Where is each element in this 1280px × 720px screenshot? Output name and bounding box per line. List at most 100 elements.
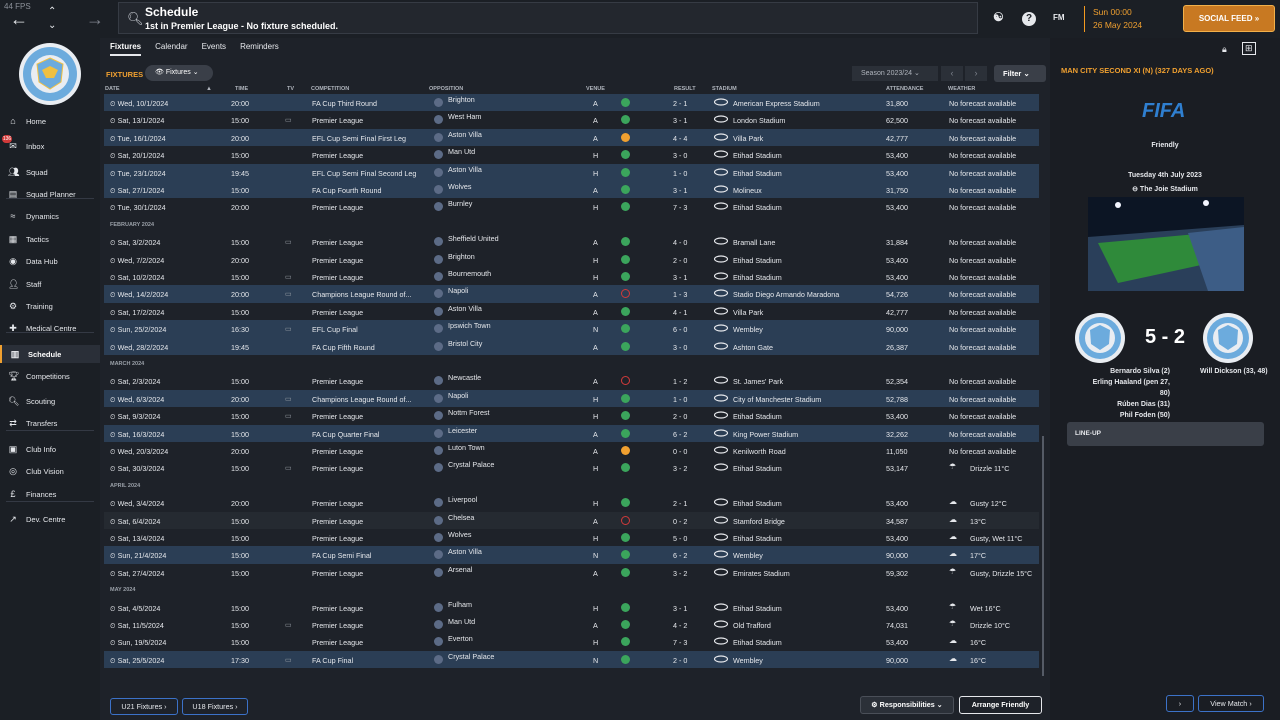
table-row[interactable]: ⏲ Wed, 3/4/2024 20:00 Premier League Liverp… bbox=[104, 494, 1039, 511]
sidebar-item-finances[interactable]: £ Finances bbox=[0, 485, 100, 503]
fixture-opposition[interactable]: Wolves bbox=[448, 530, 472, 539]
table-scrollbar[interactable] bbox=[1042, 436, 1044, 676]
fixture-opposition[interactable]: Crystal Palace bbox=[448, 651, 495, 661]
table-row[interactable]: ⏲ Sun, 21/4/2024 15:00 FA Cup Semi Final As… bbox=[104, 546, 1039, 564]
table-row[interactable]: ⏲ Sat, 16/3/2024 15:00 FA Cup Quarter Fina… bbox=[104, 424, 1039, 442]
fixture-opposition[interactable]: Leicester bbox=[448, 425, 478, 435]
manager-code[interactable]: FM bbox=[1053, 13, 1065, 22]
club-crest[interactable] bbox=[18, 42, 82, 106]
table-row[interactable]: ⏲ Sat, 17/2/2024 15:00 Premier League Aston… bbox=[104, 303, 1039, 320]
search-bar[interactable]: 🔍︎ Schedule 1st in Premier League - No f… bbox=[118, 2, 978, 34]
fixture-opposition[interactable]: Man Utd bbox=[448, 617, 476, 626]
table-row[interactable]: ⏲ Wed, 20/3/2024 20:00 Premier League Luton… bbox=[104, 442, 1039, 459]
sidebar-item-staff[interactable]: 👤︎ Staff bbox=[0, 275, 100, 293]
fixture-opposition[interactable]: Bristol City bbox=[448, 338, 483, 348]
sidebar-item-scouting[interactable]: 🔍︎ Scouting bbox=[0, 392, 100, 410]
col-date[interactable]: DATE bbox=[105, 86, 120, 92]
col-time[interactable]: TIME bbox=[235, 86, 249, 92]
table-row[interactable]: ⏲ Sat, 13/1/2024 15:00 ▭ Premier League West… bbox=[104, 111, 1039, 128]
col-result[interactable]: RESULT bbox=[674, 86, 696, 92]
sidebar-item-home[interactable]: ⌂ Home bbox=[0, 112, 100, 130]
next-match-button[interactable]: › bbox=[1166, 695, 1194, 712]
arrange-friendly-button[interactable]: Arrange Friendly bbox=[959, 696, 1042, 714]
table-row[interactable]: ⏲ Wed, 28/2/2024 19:45 FA Cup Fifth Round B… bbox=[104, 337, 1039, 355]
fixture-opposition[interactable]: Nottm Forest bbox=[448, 408, 490, 418]
sidebar-item-club-vision[interactable]: ◎ Club Vision bbox=[0, 462, 100, 480]
fixture-opposition[interactable]: Napoli bbox=[448, 390, 469, 400]
fixture-opposition[interactable]: Napoli bbox=[448, 286, 469, 296]
sidebar-item-medical-centre[interactable]: ✚ Medical Centre bbox=[0, 319, 100, 337]
col-opposition[interactable]: OPPOSITION bbox=[429, 86, 464, 92]
match-report-icon[interactable]: ⊞ bbox=[1242, 42, 1256, 55]
fixture-opposition[interactable]: Newcastle bbox=[448, 373, 482, 383]
fixture-opposition[interactable]: Arsenal bbox=[448, 564, 473, 574]
fixture-opposition[interactable]: Chelsea bbox=[448, 512, 475, 522]
lock-icon[interactable]: 🔒︎ bbox=[1222, 44, 1227, 54]
table-row[interactable]: ⏲ Sun, 25/2/2024 16:30 ▭ EFL Cup Final Ipswi… bbox=[104, 320, 1039, 338]
table-row[interactable]: ⏲ Sat, 6/4/2024 15:00 Premier League Chelse… bbox=[104, 511, 1039, 529]
tab-fixtures[interactable]: Fixtures bbox=[110, 42, 142, 56]
u21-fixtures-button[interactable]: U21 Fixtures › bbox=[110, 698, 178, 715]
fixture-opposition[interactable]: Sheffield United bbox=[448, 234, 499, 244]
table-row[interactable]: ⏲ Tue, 16/1/2024 20:00 EFL Cup Semi Final … bbox=[104, 128, 1039, 147]
sidebar-item-squad-planner[interactable]: ▤ Squad Planner bbox=[0, 185, 100, 203]
fixture-opposition[interactable]: Everton bbox=[448, 634, 473, 644]
fixture-opposition[interactable]: Brighton bbox=[448, 251, 475, 261]
away-team-crest[interactable] bbox=[1202, 312, 1254, 364]
fixture-opposition[interactable]: West Ham bbox=[448, 112, 482, 122]
tab-events[interactable]: Events bbox=[201, 42, 227, 51]
table-row[interactable]: ⏲ Sat, 20/1/2024 15:00 Premier League Man U… bbox=[104, 146, 1039, 163]
help-icon[interactable]: ? bbox=[1022, 12, 1036, 26]
table-row[interactable]: ⏲ Sat, 27/1/2024 15:00 FA Cup Fourth Round… bbox=[104, 181, 1039, 199]
col-venue[interactable]: VENUE bbox=[586, 86, 605, 92]
col-weather[interactable]: WEATHER bbox=[948, 86, 976, 92]
season-selector[interactable]: Season 2023/24 ⌄ bbox=[852, 66, 938, 81]
forward-arrow-icon[interactable]: → bbox=[86, 9, 104, 29]
next-season-button[interactable]: › bbox=[965, 66, 987, 81]
col-tv[interactable]: TV bbox=[287, 86, 295, 92]
sidebar-item-data-hub[interactable]: ◉ Data Hub bbox=[0, 252, 100, 270]
u18-fixtures-button[interactable]: U18 Fixtures › bbox=[182, 698, 248, 715]
fixture-opposition[interactable]: Luton Town bbox=[448, 443, 485, 452]
col-competition[interactable]: COMPETITION bbox=[311, 86, 350, 92]
fixture-opposition[interactable]: Aston Villa bbox=[448, 547, 482, 557]
table-row[interactable]: ⏲ Tue, 23/1/2024 19:45 EFL Cup Semi Final … bbox=[104, 163, 1039, 181]
table-row[interactable]: ⏲ Sat, 4/5/2024 15:00 Premier League Fulham… bbox=[104, 599, 1039, 616]
home-team-crest[interactable] bbox=[1074, 312, 1126, 364]
tab-calendar[interactable]: Calendar bbox=[155, 42, 188, 51]
lineup-button[interactable]: LINE-UP bbox=[1067, 422, 1264, 446]
sidebar-item-squad[interactable]: 👥︎ Squad bbox=[0, 163, 100, 181]
chevron-up-icon[interactable]: ⌃ bbox=[48, 6, 57, 17]
sidebar-item-dynamics[interactable]: ≈ Dynamics bbox=[0, 207, 100, 225]
table-row[interactable]: ⏲ Tue, 30/1/2024 20:00 Premier League Burnl… bbox=[104, 198, 1039, 215]
sidebar-item-competitions[interactable]: 🏆︎ Competitions bbox=[0, 367, 100, 385]
sidebar-item-dev-centre[interactable]: ↗ Dev. Centre bbox=[0, 510, 100, 528]
fixture-opposition[interactable]: Crystal Palace bbox=[448, 460, 495, 470]
view-match-button[interactable]: View Match › bbox=[1198, 695, 1264, 712]
tab-reminders[interactable]: Reminders bbox=[240, 42, 279, 51]
fixture-opposition[interactable]: Bournemouth bbox=[448, 269, 492, 278]
fixture-opposition[interactable]: Brighton bbox=[448, 95, 475, 104]
sidebar-item-training[interactable]: ⚙ Training bbox=[0, 297, 100, 315]
fixture-opposition[interactable]: Aston Villa bbox=[448, 129, 482, 139]
fixture-opposition[interactable]: Man Utd bbox=[448, 147, 476, 157]
sidebar-item-transfers[interactable]: ⇄ Transfers bbox=[0, 414, 100, 432]
table-row[interactable]: ⏲ Wed, 10/1/2024 20:00 FA Cup Third Round B… bbox=[104, 94, 1039, 112]
table-row[interactable]: ⏲ Sat, 9/3/2024 15:00 ▭ Premier League Nottm… bbox=[104, 407, 1039, 424]
prev-season-button[interactable]: ‹ bbox=[941, 66, 963, 81]
table-row[interactable]: ⏲ Sat, 11/5/2024 15:00 ▭ Premier League Man … bbox=[104, 616, 1039, 633]
filter-button[interactable]: Filter ⌄ bbox=[994, 65, 1046, 82]
table-row[interactable]: ⏲ Wed, 7/2/2024 20:00 Premier League Bright… bbox=[104, 251, 1039, 268]
fixtures-dropdown[interactable]: 👁︎ Fixtures ⌄ bbox=[145, 65, 213, 81]
chevron-down-icon[interactable]: ⌄ bbox=[48, 20, 57, 31]
table-row[interactable]: ⏲ Sat, 2/3/2024 15:00 Premier League Newcas… bbox=[104, 372, 1039, 389]
col-attendance[interactable]: ATTENDANCE bbox=[886, 86, 924, 92]
table-row[interactable]: ⏲ Sat, 10/2/2024 15:00 ▭ Premier League Bour… bbox=[104, 268, 1039, 285]
sidebar-item-club-info[interactable]: ▣ Club Info bbox=[0, 440, 100, 458]
col-stadium[interactable]: STADIUM bbox=[712, 86, 737, 92]
back-arrow-icon[interactable]: ← bbox=[10, 9, 28, 29]
fixture-opposition[interactable]: Fulham bbox=[448, 599, 472, 609]
table-row[interactable]: ⏲ Sat, 30/3/2024 15:00 ▭ Premier League Crys… bbox=[104, 459, 1039, 476]
fixture-opposition[interactable]: Burnley bbox=[448, 199, 473, 209]
table-row[interactable]: ⏲ Sat, 27/4/2024 15:00 Premier League Arsen… bbox=[104, 564, 1039, 581]
